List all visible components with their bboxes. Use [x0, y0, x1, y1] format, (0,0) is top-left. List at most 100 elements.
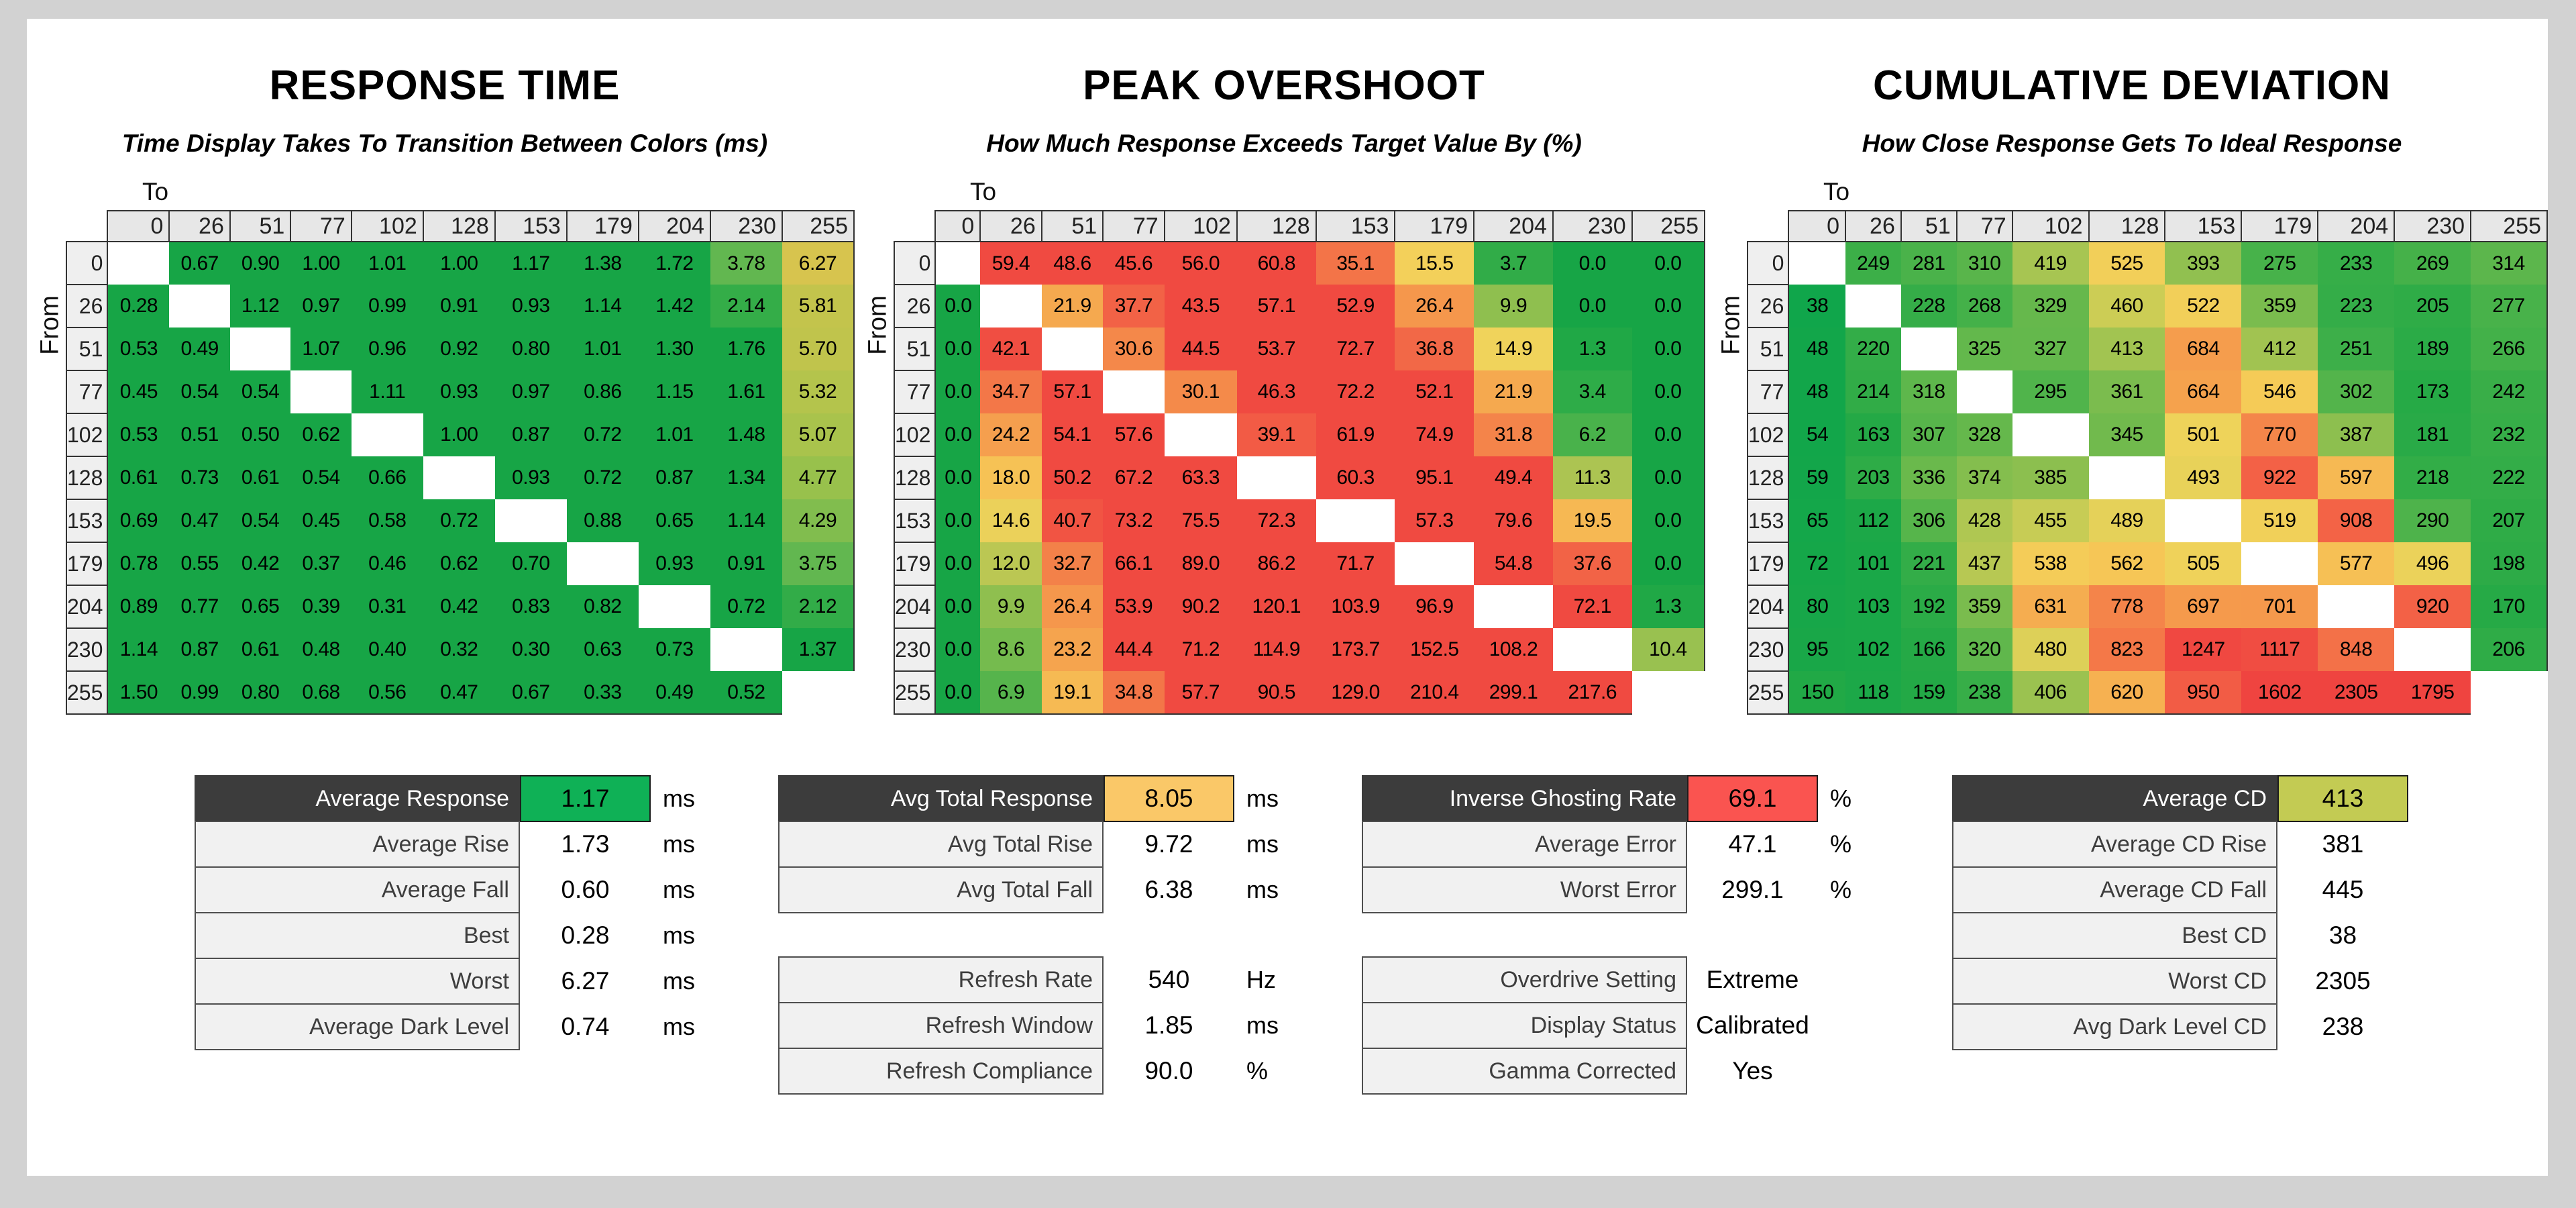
y-axis-label: From [1717, 295, 1746, 355]
summary-value: 540 [1148, 966, 1190, 993]
summary-unit: ms [663, 785, 695, 812]
matrix-row-tick: 102 [893, 413, 936, 457]
heatmap-cell: 406 [2012, 671, 2089, 715]
matrix-col-tick: 77 [1955, 210, 2013, 242]
matrix-row-tick: 204 [1746, 585, 1790, 629]
heatmap-cell: 770 [2241, 413, 2318, 456]
heatmap-cell: 460 [2088, 285, 2165, 328]
heatmap-cell: 181 [2394, 413, 2471, 456]
matrix-row-tick: 77 [893, 370, 936, 414]
heatmap-cell: 325 [1956, 328, 2012, 370]
section-peak-overshoot: PEAK OVERSHOOT How Much Response Exceeds… [863, 39, 1706, 715]
heatmap-cell: 0.46 [351, 542, 423, 585]
summary-row: Overdrive Setting Extreme [1362, 956, 1917, 1003]
summary-table-overshoot: Inverse Ghosting Rate 69.1% Average Error 4… [1362, 775, 1917, 1095]
heatmap-cell: 0.0 [1552, 285, 1632, 328]
summary-unit: ms [663, 1013, 695, 1040]
summary-label: Average CD Rise [1952, 821, 2277, 868]
heatmap-cell: 922 [2241, 456, 2318, 499]
heatmap-cell: 0.45 [107, 370, 170, 413]
matrix-row: 77 48 214 318 295 361 664 546 302 173 242 [1746, 370, 2548, 414]
heatmap-cell: 48.6 [1041, 242, 1104, 285]
heatmap-cell: 173 [2394, 370, 2471, 413]
heatmap-cell: 57.1 [1236, 285, 1316, 328]
summary-value: 1.17 [520, 775, 651, 822]
x-axis-label: To [1823, 178, 1850, 205]
heatmap-cell: 0.82 [566, 585, 639, 628]
heatmap-cell: 0.78 [107, 542, 170, 585]
matrix-col-tick: 102 [350, 210, 424, 242]
matrix-row: 51 0.0 42.1 30.6 44.5 53.7 72.7 36.8 14.9 1.3 0.0 [893, 327, 1706, 371]
matrix-row-tick: 51 [893, 327, 936, 371]
heatmap-cell: 1.76 [710, 328, 782, 370]
heatmap-cell: 359 [2241, 285, 2318, 328]
matrix-row-tick: 0 [65, 241, 109, 285]
heatmap-diagonal-cell [1395, 542, 1474, 585]
heatmap-cell: 0.49 [169, 328, 230, 370]
heatmap-cell: 0.63 [566, 628, 639, 671]
heatmap-cell: 374 [1956, 456, 2012, 499]
summary-unit [2408, 775, 2508, 822]
heatmap-cell: 6.27 [782, 242, 855, 285]
heatmap-cell: 0.93 [494, 456, 567, 499]
heatmap-diagonal-cell [1552, 628, 1632, 671]
heatmap-cell: 0.92 [423, 328, 495, 370]
heatmap-cell: 79.6 [1474, 499, 1553, 542]
heatmap-cell: 152.5 [1395, 628, 1474, 671]
heatmap-cell: 150 [1788, 671, 1845, 715]
heatmap-cell: 57.6 [1103, 413, 1165, 456]
heatmap-cell: 207 [2471, 499, 2548, 542]
summary-unit [2408, 1003, 2508, 1050]
heatmap-cell: 74.9 [1395, 413, 1474, 456]
heatmap-cell: 281 [1900, 242, 1957, 285]
heatmap-cell: 664 [2165, 370, 2242, 413]
summary-label: Gamma Corrected [1362, 1048, 1687, 1095]
summary-group: Refresh Rate 540 Hz Refresh Window 1.85 ms Ref… [778, 956, 1334, 1095]
heatmap-cell: 562 [2088, 542, 2165, 585]
heatmap-cell: 1.50 [107, 671, 170, 715]
summary-value: 0.28 [561, 921, 610, 949]
heatmap-cell: 42.1 [980, 328, 1042, 370]
heatmap-cell: 0.0 [935, 285, 981, 328]
heatmap-cell: 218 [2394, 456, 2471, 499]
summary-row: Avg Total Rise 9.72 ms [778, 821, 1334, 868]
heatmap-cell: 393 [2165, 242, 2242, 285]
heatmap-cell: 0.50 [229, 413, 291, 456]
heatmap-cell: 220 [1845, 328, 1901, 370]
heatmap-cell: 290 [2394, 499, 2471, 542]
heatmap-cell: 266 [2471, 328, 2548, 370]
heatmap-cell: 1.61 [710, 370, 782, 413]
heatmap-cell: 302 [2318, 370, 2395, 413]
matrix-row: 230 1.14 0.87 0.61 0.48 0.40 0.32 0.30 0.63 0.73 1… [65, 627, 855, 672]
heatmap-diagonal-cell [1631, 671, 1705, 714]
heatmap-cell: 0.37 [290, 542, 352, 585]
heatmap-cell: 24.2 [980, 413, 1042, 456]
heatmap-cell: 71.2 [1164, 628, 1237, 671]
heatmap-cell: 0.54 [169, 370, 230, 413]
summary-label: Avg Total Rise [778, 821, 1104, 868]
heatmap-cell: 1.34 [710, 456, 782, 499]
summary-unit [1818, 1002, 1917, 1049]
summary-label: Avg Dark Level CD [1952, 1003, 2277, 1050]
matrix-row: 26 38 228 268 329 460 522 359 223 205 277 [1746, 284, 2548, 328]
heatmap-cell: 37.6 [1552, 542, 1632, 585]
heatmap-cell: 0.42 [229, 542, 291, 585]
heatmap-wrap: From 0 26 51 77 102 128 153 179 204 230 255 0 0.67 0.… [35, 210, 855, 715]
heatmap-cell: 1.01 [351, 242, 423, 285]
heatmap-cell: 1.14 [710, 499, 782, 542]
heatmap-cell: 60.3 [1316, 456, 1395, 499]
matrix-row: 128 59 203 336 374 385 493 922 597 218 222 [1746, 456, 2548, 500]
summary-unit: ms [663, 830, 695, 858]
matrix-col-tick: 102 [2011, 210, 2090, 242]
heatmap-cell: 44.4 [1103, 628, 1165, 671]
heatmap-cell: 0.0 [1552, 242, 1632, 285]
heatmap-cell: 0.0 [1631, 242, 1706, 285]
heatmap-cell: 0.65 [229, 585, 291, 628]
matrix-row-tick: 153 [1746, 499, 1790, 543]
heatmap-cell: 118 [1845, 671, 1901, 715]
heatmap-diagonal-cell [710, 628, 782, 671]
heatmap-cell: 1.14 [107, 628, 170, 671]
heatmap-cell: 222 [2471, 456, 2548, 499]
summary-label: Overdrive Setting [1362, 956, 1687, 1003]
heatmap-cell: 198 [2471, 542, 2548, 585]
